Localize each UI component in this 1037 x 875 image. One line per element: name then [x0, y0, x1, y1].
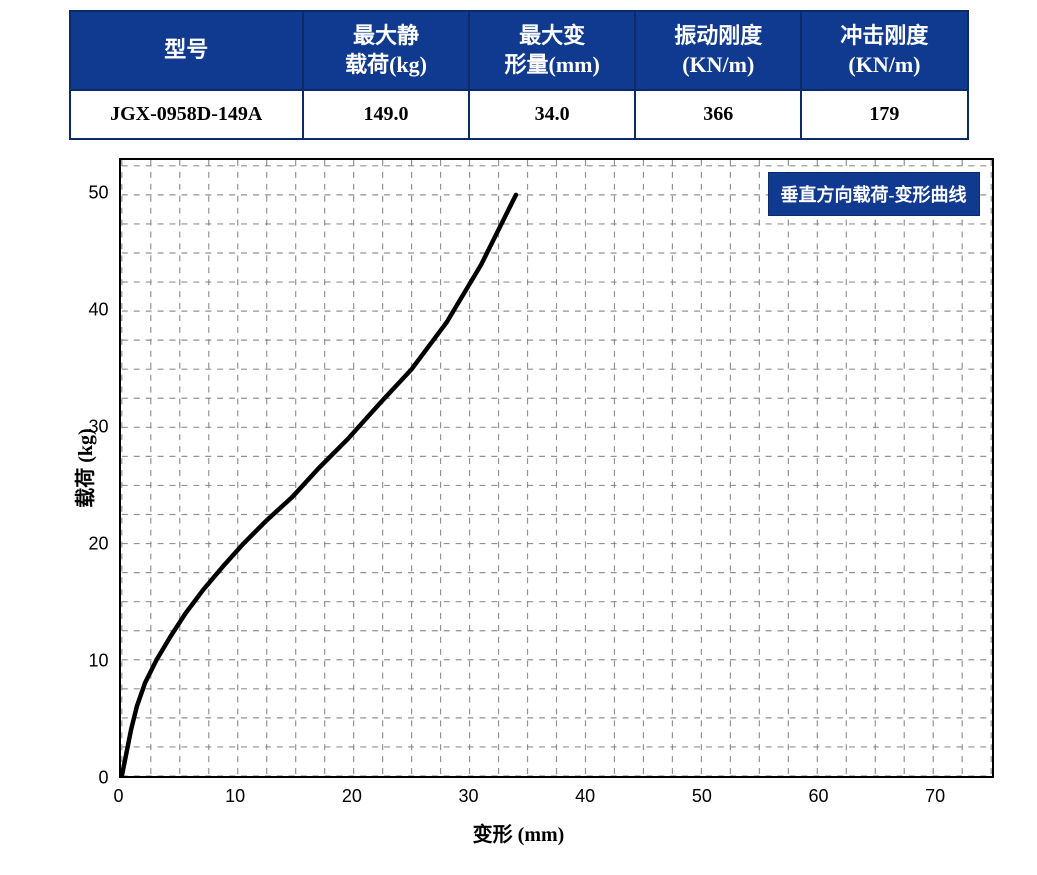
chart-legend: 垂直方向载荷-变形曲线 [768, 172, 980, 216]
x-tick-label: 30 [458, 786, 478, 807]
y-tick-label: 50 [88, 183, 108, 204]
header-vib-stiff: 振动刚度 (KN/m) [635, 11, 801, 90]
header-max-deform: 最大变 形量(mm) [469, 11, 635, 90]
header-max-load-l1: 最大静 [353, 23, 419, 48]
header-vib-stiff-l1: 振动刚度 [674, 23, 762, 48]
y-tick-label: 10 [88, 651, 108, 672]
header-imp-stiff: 冲击刚度 (KN/m) [801, 11, 967, 90]
plot-area: 垂直方向载荷-变形曲线 [119, 158, 994, 778]
x-tick-label: 0 [113, 786, 123, 807]
cell-max-deform: 34.0 [469, 90, 635, 139]
spec-table: 型号 最大静 载荷(kg) 最大变 形量(mm) 振动刚度 (KN/m) 冲击刚… [69, 10, 969, 140]
header-max-deform-l2: 形量(mm) [505, 52, 600, 77]
x-tick-label: 10 [225, 786, 245, 807]
y-tick-label: 40 [88, 300, 108, 321]
x-axis-label: 变形 (mm) [473, 818, 565, 847]
chart-container: 垂直方向载荷-变形曲线 01020304050 010203040506070 … [34, 148, 1004, 848]
header-imp-stiff-l1: 冲击刚度 [840, 23, 928, 48]
header-max-load-l2: 载荷(kg) [345, 52, 427, 77]
header-max-load: 最大静 载荷(kg) [303, 11, 469, 90]
y-axis-label: 载荷 (kg) [69, 428, 98, 507]
curve-svg [121, 160, 992, 776]
x-tick-label: 40 [575, 786, 595, 807]
cell-max-load: 149.0 [303, 90, 469, 139]
cell-imp-stiff: 179 [801, 90, 967, 139]
header-model: 型号 [70, 11, 303, 90]
table-header-row: 型号 最大静 载荷(kg) 最大变 形量(mm) 振动刚度 (KN/m) 冲击刚… [70, 11, 968, 90]
y-tick-label: 0 [98, 768, 108, 789]
x-tick-label: 20 [342, 786, 362, 807]
header-vib-stiff-l2: (KN/m) [682, 52, 754, 77]
header-max-deform-l1: 最大变 [519, 23, 585, 48]
table-row: JGX-0958D-149A 149.0 34.0 366 179 [70, 90, 968, 139]
header-model-l1: 型号 [164, 37, 208, 62]
x-tick-label: 50 [692, 786, 712, 807]
cell-model: JGX-0958D-149A [70, 90, 303, 139]
chart-title: 垂直方向载荷-变形曲线 [781, 185, 967, 205]
cell-vib-stiff: 366 [635, 90, 801, 139]
y-tick-label: 20 [88, 534, 108, 555]
x-tick-label: 60 [808, 786, 828, 807]
header-imp-stiff-l2: (KN/m) [848, 52, 920, 77]
x-tick-label: 70 [925, 786, 945, 807]
